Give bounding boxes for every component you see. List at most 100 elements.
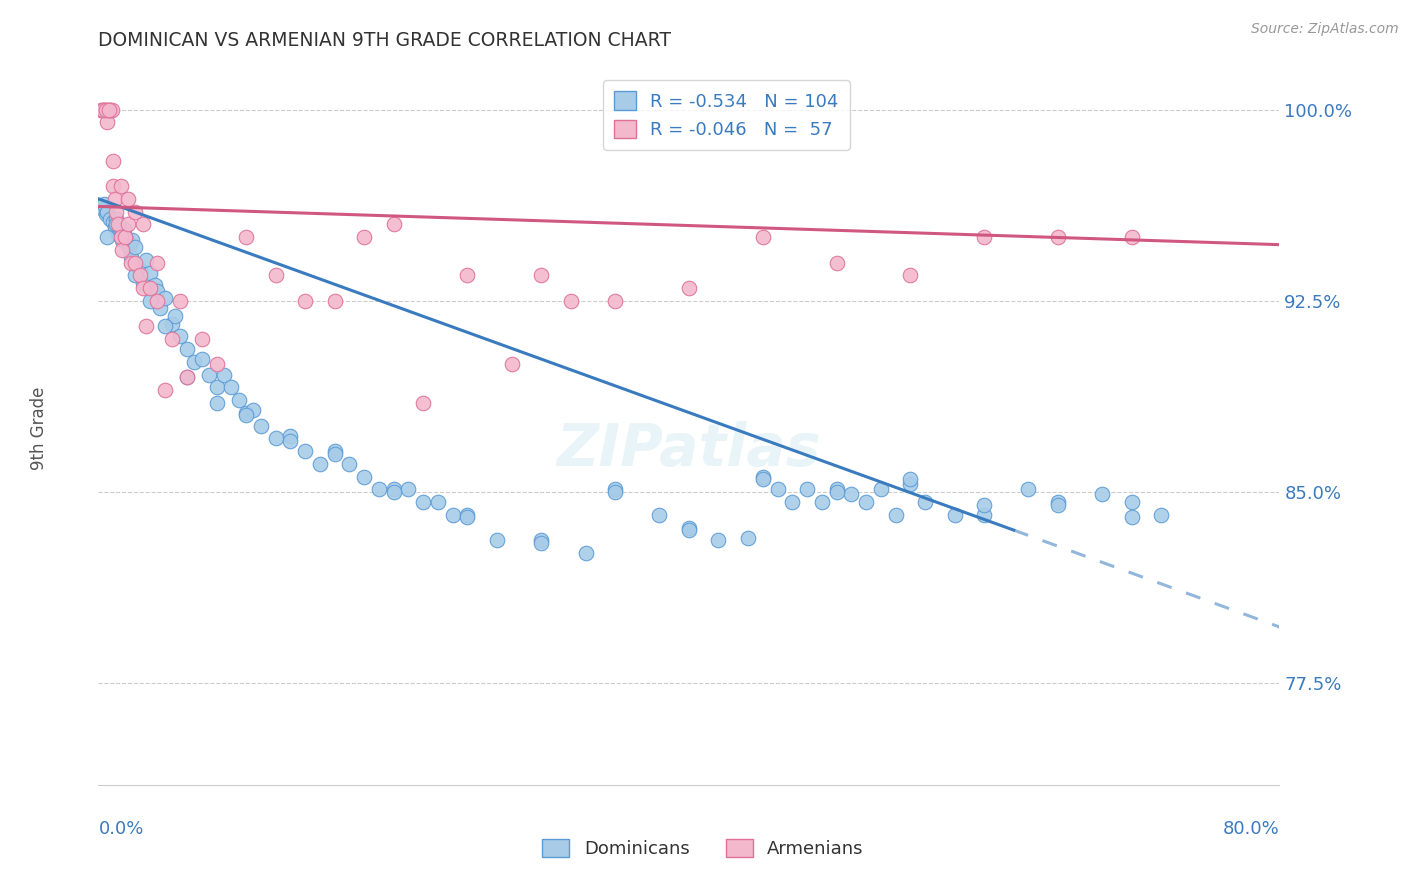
Point bbox=[111, 233, 134, 247]
Point bbox=[128, 268, 150, 283]
Point bbox=[169, 293, 191, 308]
Point bbox=[751, 230, 773, 244]
Point bbox=[132, 217, 155, 231]
Point bbox=[91, 103, 114, 117]
Point bbox=[1046, 495, 1069, 509]
Point bbox=[914, 495, 936, 509]
Point bbox=[943, 508, 966, 522]
Point bbox=[368, 483, 391, 497]
Point bbox=[574, 546, 596, 560]
Point bbox=[530, 533, 553, 548]
Point bbox=[751, 469, 773, 483]
Point bbox=[900, 268, 922, 283]
Point bbox=[560, 293, 582, 308]
Point bbox=[707, 533, 730, 548]
Point bbox=[205, 380, 228, 394]
Point bbox=[96, 115, 118, 129]
Point bbox=[678, 520, 700, 534]
Point bbox=[605, 293, 627, 308]
Point bbox=[382, 217, 405, 231]
Point bbox=[869, 483, 891, 497]
Point bbox=[121, 233, 143, 247]
Point bbox=[146, 284, 169, 298]
Point bbox=[96, 230, 118, 244]
Point bbox=[117, 217, 139, 231]
Point bbox=[191, 352, 214, 367]
Text: DOMINICAN VS ARMENIAN 9TH GRADE CORRELATION CHART: DOMINICAN VS ARMENIAN 9TH GRADE CORRELAT… bbox=[98, 31, 672, 50]
Point bbox=[176, 370, 198, 384]
Point bbox=[278, 429, 302, 443]
Point bbox=[97, 103, 120, 117]
Point bbox=[120, 255, 142, 269]
Point bbox=[93, 197, 115, 211]
Point bbox=[205, 395, 228, 409]
Text: Source: ZipAtlas.com: Source: ZipAtlas.com bbox=[1251, 22, 1399, 37]
Point bbox=[441, 508, 464, 522]
Point bbox=[100, 103, 122, 117]
Point bbox=[973, 230, 995, 244]
Point bbox=[105, 204, 128, 219]
Point bbox=[191, 332, 214, 346]
Point bbox=[605, 484, 627, 499]
Point bbox=[105, 212, 128, 227]
Point bbox=[1046, 498, 1069, 512]
Point bbox=[124, 268, 146, 283]
Point bbox=[294, 444, 316, 458]
Point bbox=[94, 103, 117, 117]
Point bbox=[120, 251, 142, 265]
Point bbox=[396, 483, 419, 497]
Point bbox=[110, 230, 132, 244]
Point bbox=[1121, 230, 1143, 244]
Point bbox=[149, 301, 172, 316]
Point bbox=[825, 484, 848, 499]
Point bbox=[176, 370, 198, 384]
Point bbox=[339, 457, 360, 471]
Point bbox=[104, 192, 127, 206]
Point bbox=[117, 235, 139, 249]
Point bbox=[737, 531, 759, 545]
Point bbox=[91, 103, 114, 117]
Point bbox=[900, 472, 922, 486]
Point bbox=[91, 202, 114, 216]
Point bbox=[353, 469, 375, 483]
Point bbox=[176, 342, 198, 356]
Point bbox=[501, 358, 523, 372]
Point bbox=[250, 418, 273, 433]
Point bbox=[104, 219, 127, 234]
Point bbox=[530, 536, 553, 550]
Point bbox=[98, 212, 121, 227]
Point bbox=[841, 487, 863, 501]
Point bbox=[323, 444, 346, 458]
Point bbox=[235, 406, 257, 420]
Point bbox=[456, 510, 478, 524]
Point bbox=[108, 219, 131, 234]
Text: 0.0%: 0.0% bbox=[98, 820, 143, 838]
Point bbox=[884, 508, 907, 522]
Point bbox=[810, 495, 832, 509]
Point bbox=[766, 483, 789, 497]
Point bbox=[162, 332, 183, 346]
Point bbox=[212, 368, 235, 382]
Point bbox=[114, 230, 136, 244]
Point bbox=[228, 393, 250, 408]
Point bbox=[782, 495, 804, 509]
Point bbox=[124, 204, 146, 219]
Point bbox=[198, 368, 221, 382]
Point bbox=[456, 268, 478, 283]
Point bbox=[103, 179, 125, 194]
Point bbox=[96, 204, 118, 219]
Point bbox=[605, 483, 627, 497]
Text: ZIPatlas: ZIPatlas bbox=[557, 421, 821, 478]
Point bbox=[139, 293, 162, 308]
Point bbox=[118, 240, 141, 254]
Point bbox=[323, 447, 346, 461]
Point bbox=[648, 508, 671, 522]
Point bbox=[1150, 508, 1173, 522]
Point bbox=[1046, 230, 1069, 244]
Point bbox=[103, 215, 125, 229]
Point bbox=[309, 457, 332, 471]
Point bbox=[143, 278, 166, 293]
Point bbox=[796, 483, 818, 497]
Point bbox=[110, 179, 132, 194]
Point bbox=[117, 192, 139, 206]
